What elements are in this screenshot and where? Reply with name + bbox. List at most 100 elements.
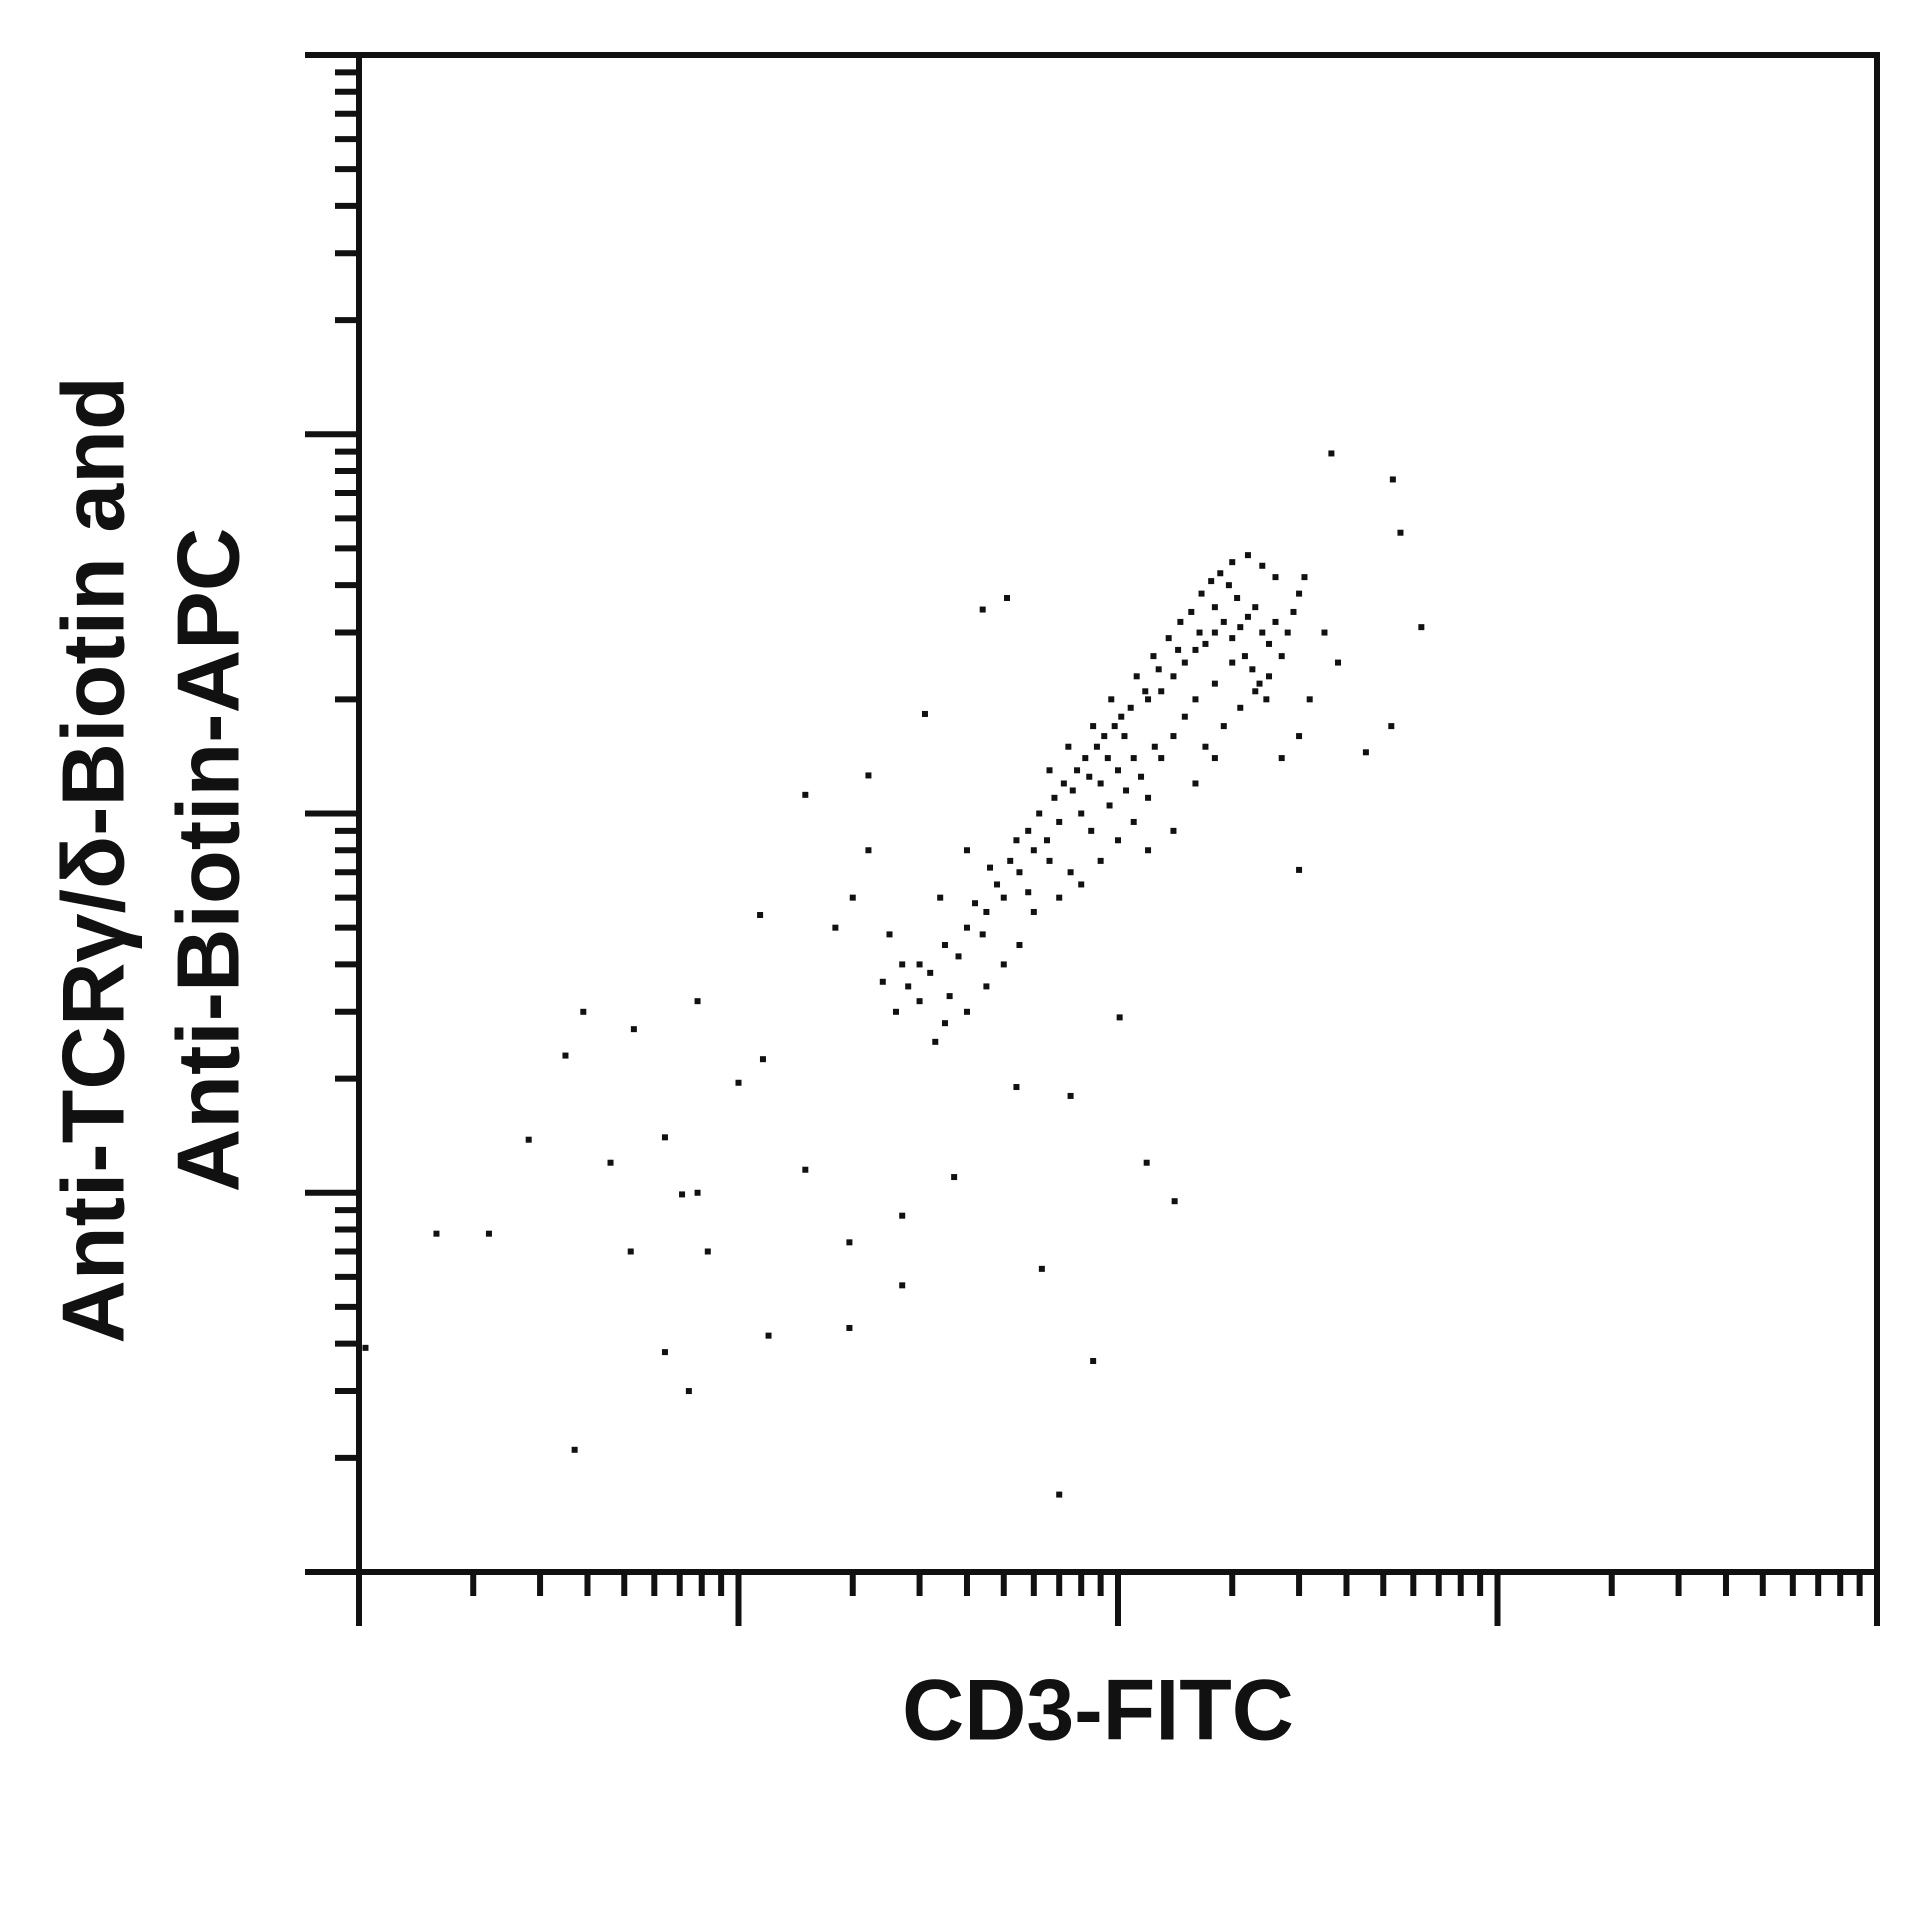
data-point	[1266, 640, 1273, 647]
data-point	[1192, 780, 1199, 787]
data-point	[1116, 1014, 1123, 1021]
data-point	[1256, 680, 1263, 687]
data-point	[1121, 733, 1128, 740]
data-point	[1038, 1265, 1045, 1272]
data-point	[1056, 894, 1063, 901]
data-point	[832, 924, 839, 931]
data-point	[694, 1189, 701, 1196]
data-point	[983, 983, 990, 990]
data-point	[630, 1026, 637, 1033]
data-point	[1244, 613, 1251, 620]
data-point	[1170, 733, 1177, 740]
data-point	[1078, 810, 1085, 817]
data-point	[1158, 688, 1165, 695]
data-point	[1252, 688, 1259, 695]
data-point	[1004, 595, 1011, 602]
data-point	[1181, 659, 1188, 666]
data-point	[963, 924, 970, 931]
data-point	[679, 1191, 686, 1198]
data-point	[1241, 653, 1248, 660]
data-point	[362, 1344, 369, 1351]
y-axis-label: Anti-TCRγ/δ-Biotin and	[43, 376, 142, 1343]
data-point	[1296, 590, 1303, 597]
data-point	[1151, 743, 1158, 750]
data-point	[846, 1239, 853, 1246]
data-point	[685, 1388, 692, 1395]
data-point	[1013, 837, 1020, 844]
data-point	[1155, 666, 1162, 673]
data-point	[1211, 755, 1218, 762]
data-point	[1056, 818, 1063, 825]
data-point	[1065, 743, 1072, 750]
data-point	[1108, 696, 1115, 703]
data-point	[1362, 749, 1369, 756]
data-point	[694, 998, 701, 1005]
data-point	[1252, 604, 1259, 611]
data-point	[1335, 659, 1342, 666]
data-point	[580, 1008, 587, 1015]
data-point	[1013, 1084, 1020, 1091]
data-point	[1388, 723, 1395, 730]
data-point	[1244, 552, 1251, 559]
data-point	[1229, 659, 1236, 666]
data-point	[1170, 673, 1177, 680]
data-point	[846, 1324, 853, 1331]
data-point	[1278, 755, 1285, 762]
data-point	[1170, 827, 1177, 834]
data-point	[1130, 818, 1137, 825]
data-point	[1082, 755, 1089, 762]
y-axis-label: Anti-Biotin-APC	[158, 528, 257, 1193]
data-point	[1067, 1092, 1074, 1099]
data-point	[905, 983, 912, 990]
data-point	[1016, 869, 1023, 876]
data-point	[963, 847, 970, 854]
data-point	[1202, 640, 1209, 647]
data-point	[562, 1052, 569, 1059]
data-point	[1097, 857, 1104, 864]
data-point	[1069, 787, 1076, 794]
data-point	[607, 1159, 614, 1166]
data-point	[983, 908, 990, 915]
data-point	[1078, 881, 1085, 888]
data-point	[1175, 646, 1182, 653]
data-point	[1158, 755, 1165, 762]
data-point	[916, 998, 923, 1005]
data-point	[963, 1008, 970, 1015]
data-point	[1266, 673, 1273, 680]
data-point	[892, 1008, 899, 1015]
data-point	[571, 1446, 578, 1453]
data-point	[899, 1212, 906, 1219]
data-point	[1272, 574, 1279, 581]
data-point	[1111, 723, 1118, 730]
data-point	[1138, 773, 1145, 780]
data-point	[941, 942, 948, 949]
data-point	[865, 772, 872, 779]
data-point	[1088, 827, 1095, 834]
data-point	[1074, 767, 1081, 774]
data-point	[704, 1248, 711, 1255]
data-point	[1211, 604, 1218, 611]
data-point	[1000, 961, 1007, 968]
data-point	[1177, 618, 1184, 625]
data-point	[1145, 696, 1152, 703]
data-point	[941, 1020, 948, 1027]
data-point	[765, 1332, 772, 1339]
data-point	[1418, 624, 1425, 631]
data-point	[1284, 629, 1291, 636]
data-point	[1036, 810, 1043, 817]
data-point	[1249, 666, 1256, 673]
data-point	[1016, 942, 1023, 949]
data-point	[1208, 578, 1215, 585]
data-point	[955, 953, 962, 960]
data-point	[1397, 529, 1404, 536]
data-point	[1046, 857, 1053, 864]
data-point	[1278, 653, 1285, 660]
data-point	[1237, 704, 1244, 711]
data-point	[865, 847, 872, 854]
data-point	[921, 710, 928, 717]
data-point	[932, 1038, 939, 1045]
data-point	[1097, 780, 1104, 787]
data-point	[1259, 629, 1266, 636]
data-point	[1229, 559, 1236, 566]
